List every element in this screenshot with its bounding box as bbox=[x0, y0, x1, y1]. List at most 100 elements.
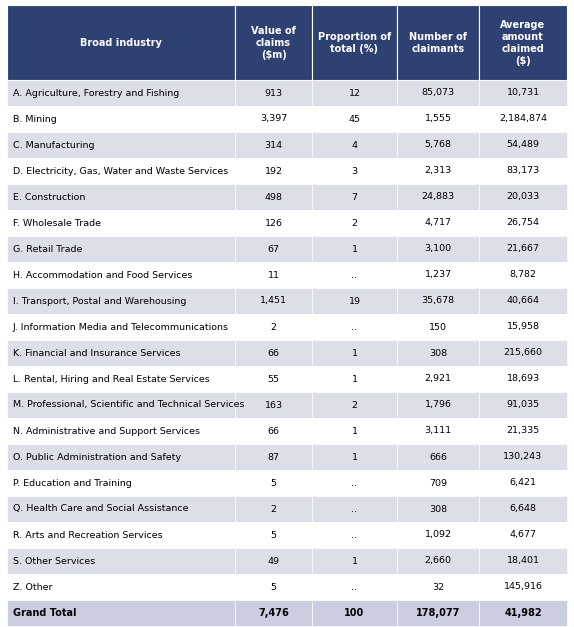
Text: 8,782: 8,782 bbox=[510, 270, 537, 280]
Bar bbox=[312, 470, 397, 496]
Text: H. Accommodation and Food Services: H. Accommodation and Food Services bbox=[13, 270, 192, 280]
Bar bbox=[235, 106, 312, 132]
Bar bbox=[7, 80, 235, 106]
Bar bbox=[479, 80, 567, 106]
Text: ..: .. bbox=[351, 322, 358, 332]
Bar bbox=[312, 548, 397, 574]
Bar bbox=[479, 106, 567, 132]
Text: 54,489: 54,489 bbox=[506, 140, 540, 149]
Text: 215,660: 215,660 bbox=[503, 349, 542, 357]
Text: F. Wholesale Trade: F. Wholesale Trade bbox=[13, 218, 101, 228]
Bar bbox=[7, 470, 235, 496]
Bar bbox=[312, 418, 397, 444]
Text: Grand Total: Grand Total bbox=[13, 608, 76, 618]
Bar bbox=[235, 236, 312, 262]
Text: 308: 308 bbox=[429, 349, 447, 357]
Bar bbox=[312, 132, 397, 158]
Text: 5: 5 bbox=[270, 530, 277, 539]
Bar bbox=[397, 288, 479, 314]
Text: 55: 55 bbox=[267, 374, 280, 384]
Bar bbox=[479, 574, 567, 600]
Text: 7,476: 7,476 bbox=[258, 608, 289, 618]
Bar bbox=[397, 444, 479, 470]
Bar bbox=[7, 288, 235, 314]
Text: 35,678: 35,678 bbox=[421, 297, 455, 305]
Text: 18,401: 18,401 bbox=[506, 557, 540, 566]
Bar bbox=[312, 366, 397, 392]
Bar bbox=[7, 132, 235, 158]
Text: O. Public Administration and Safety: O. Public Administration and Safety bbox=[13, 453, 181, 461]
Bar bbox=[479, 236, 567, 262]
Bar bbox=[312, 392, 397, 418]
Bar bbox=[479, 444, 567, 470]
Bar bbox=[397, 418, 479, 444]
Text: ..: .. bbox=[351, 270, 358, 280]
Text: 1,451: 1,451 bbox=[260, 297, 287, 305]
Text: 18,693: 18,693 bbox=[506, 374, 540, 384]
Bar bbox=[479, 262, 567, 288]
Bar bbox=[7, 158, 235, 184]
Text: P. Education and Training: P. Education and Training bbox=[13, 478, 132, 488]
Text: 4,677: 4,677 bbox=[510, 530, 537, 539]
Bar bbox=[397, 80, 479, 106]
Bar bbox=[479, 470, 567, 496]
Bar bbox=[397, 574, 479, 600]
Bar bbox=[397, 236, 479, 262]
Bar bbox=[397, 106, 479, 132]
Bar bbox=[235, 5, 312, 80]
Text: 498: 498 bbox=[265, 192, 282, 201]
Text: 3: 3 bbox=[351, 167, 358, 176]
Text: 1: 1 bbox=[351, 374, 358, 384]
Bar bbox=[312, 288, 397, 314]
Bar bbox=[312, 496, 397, 522]
Bar bbox=[235, 288, 312, 314]
Bar bbox=[235, 158, 312, 184]
Bar bbox=[312, 262, 397, 288]
Text: 666: 666 bbox=[429, 453, 447, 461]
Bar bbox=[312, 574, 397, 600]
Text: 2: 2 bbox=[351, 218, 358, 228]
Text: 19: 19 bbox=[348, 297, 360, 305]
Bar bbox=[479, 158, 567, 184]
Bar bbox=[479, 366, 567, 392]
Bar bbox=[479, 340, 567, 366]
Bar bbox=[479, 496, 567, 522]
Bar bbox=[312, 106, 397, 132]
Bar bbox=[235, 262, 312, 288]
Text: B. Mining: B. Mining bbox=[13, 115, 57, 124]
Text: 150: 150 bbox=[429, 322, 447, 332]
Bar bbox=[397, 5, 479, 80]
Bar bbox=[479, 600, 567, 626]
Text: 2: 2 bbox=[270, 505, 277, 514]
Bar bbox=[7, 444, 235, 470]
Bar bbox=[397, 262, 479, 288]
Bar bbox=[235, 470, 312, 496]
Bar bbox=[397, 210, 479, 236]
Text: 67: 67 bbox=[267, 245, 280, 253]
Bar bbox=[235, 340, 312, 366]
Text: 4,717: 4,717 bbox=[425, 218, 452, 228]
Text: 308: 308 bbox=[429, 505, 447, 514]
Bar bbox=[235, 392, 312, 418]
Bar bbox=[7, 496, 235, 522]
Text: D. Electricity, Gas, Water and Waste Services: D. Electricity, Gas, Water and Waste Ser… bbox=[13, 167, 228, 176]
Text: J. Information Media and Telecommunications: J. Information Media and Telecommunicati… bbox=[13, 322, 229, 332]
Text: 163: 163 bbox=[265, 401, 282, 409]
Text: ..: .. bbox=[351, 478, 358, 488]
Text: 2,184,874: 2,184,874 bbox=[499, 115, 547, 124]
Text: 2,313: 2,313 bbox=[424, 167, 452, 176]
Text: 85,073: 85,073 bbox=[421, 88, 455, 98]
Bar bbox=[7, 548, 235, 574]
Text: Z. Other: Z. Other bbox=[13, 582, 52, 591]
Text: E. Construction: E. Construction bbox=[13, 192, 86, 201]
Text: 709: 709 bbox=[429, 478, 447, 488]
Bar bbox=[397, 600, 479, 626]
Text: 1: 1 bbox=[351, 245, 358, 253]
Text: 41,982: 41,982 bbox=[504, 608, 542, 618]
Text: M. Professional, Scientific and Technical Services: M. Professional, Scientific and Technica… bbox=[13, 401, 245, 409]
Bar bbox=[397, 366, 479, 392]
Bar bbox=[479, 210, 567, 236]
Text: 87: 87 bbox=[267, 453, 280, 461]
Bar bbox=[7, 314, 235, 340]
Text: 178,077: 178,077 bbox=[416, 608, 460, 618]
